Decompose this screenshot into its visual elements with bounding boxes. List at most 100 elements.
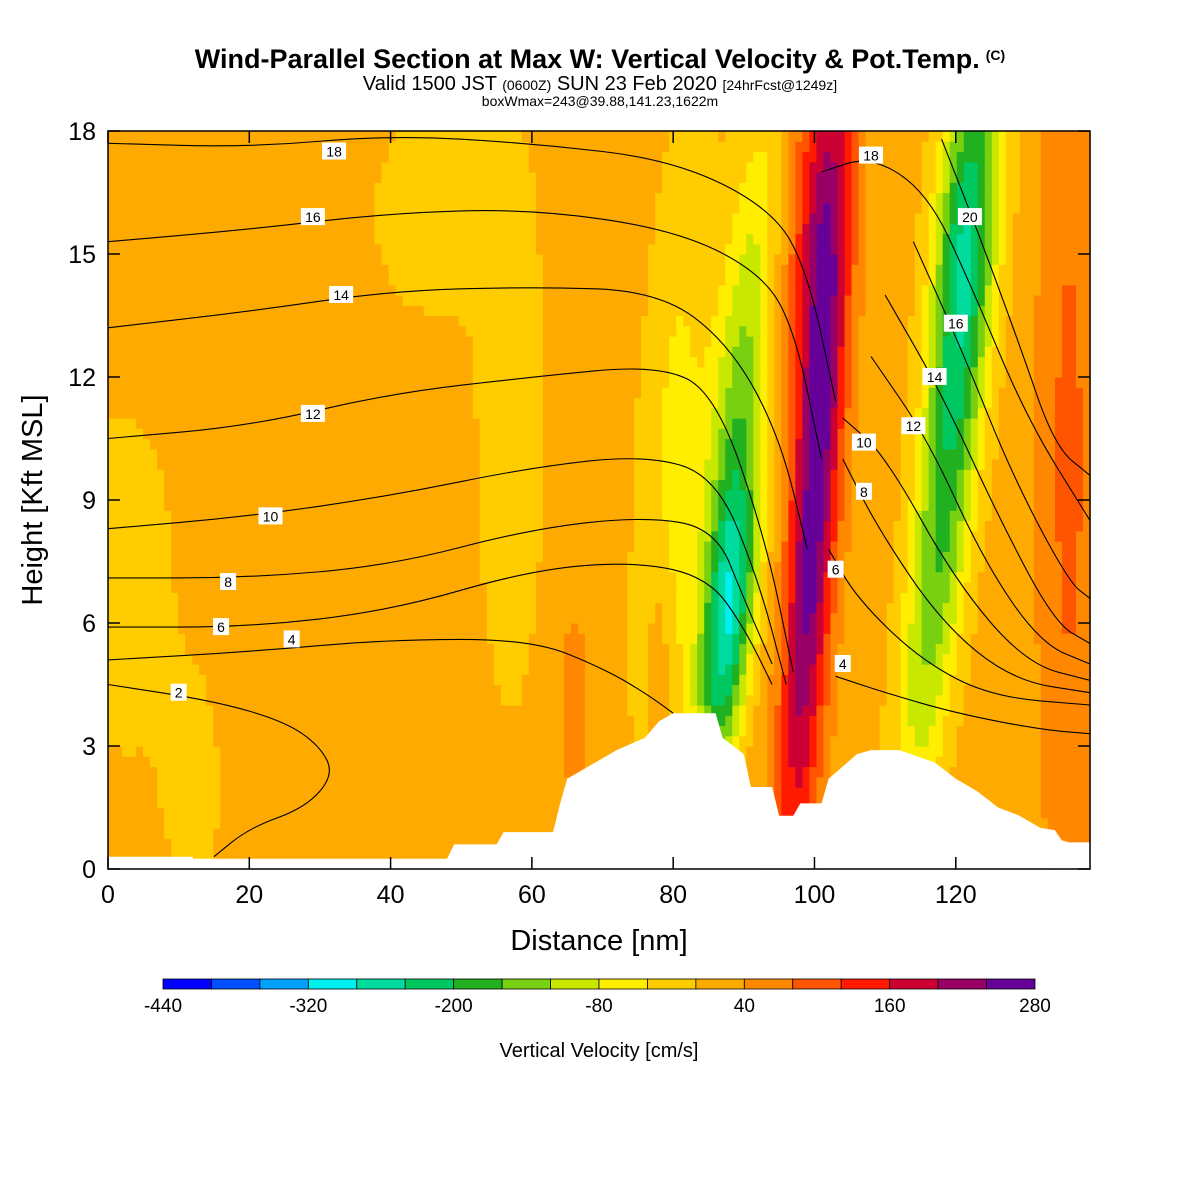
velocity-cell (192, 602, 200, 614)
velocity-cell (199, 715, 207, 727)
velocity-cell (325, 254, 334, 265)
velocity-cell (311, 541, 320, 552)
velocity-cell (192, 182, 200, 194)
velocity-cell (276, 397, 284, 409)
velocity-cell (570, 602, 579, 614)
velocity-cell (185, 141, 193, 153)
velocity-cell (423, 694, 432, 706)
velocity-cell (451, 274, 460, 286)
velocity-cell (381, 407, 390, 419)
velocity-cell (514, 664, 523, 675)
velocity-cell (423, 633, 432, 645)
velocity-cell (437, 325, 446, 337)
velocity-cell (395, 469, 404, 481)
velocity-cell (234, 787, 242, 798)
velocity-cell (500, 459, 509, 470)
velocity-cell (528, 643, 537, 655)
velocity-cell (556, 674, 565, 686)
velocity-cell (521, 653, 530, 665)
velocity-cell (262, 243, 270, 255)
velocity-cell (360, 428, 369, 440)
velocity-cell (262, 694, 270, 706)
velocity-cell (136, 161, 144, 173)
velocity-cell (241, 530, 249, 542)
velocity-cell (143, 428, 151, 440)
velocity-cell (129, 192, 137, 204)
velocity-cell (150, 131, 158, 142)
velocity-cell (458, 469, 467, 481)
velocity-cell (150, 264, 158, 276)
velocity-cell (570, 469, 579, 481)
velocity-cell (353, 715, 362, 727)
velocity-cell (388, 807, 397, 819)
velocity-cell (458, 264, 467, 276)
velocity-cell (143, 213, 151, 224)
velocity-cell (584, 500, 593, 511)
velocity-cell (395, 407, 404, 419)
velocity-cell (297, 223, 305, 235)
velocity-cell (346, 233, 355, 245)
velocity-cell (507, 479, 516, 491)
velocity-cell (199, 254, 207, 265)
velocity-cell (227, 223, 235, 235)
velocity-cell (367, 776, 376, 788)
velocity-cell (150, 305, 158, 317)
velocity-cell (108, 346, 116, 358)
velocity-cell (178, 172, 186, 183)
velocity-cell (521, 612, 530, 624)
velocity-cell (409, 746, 418, 757)
velocity-cell (192, 366, 200, 378)
velocity-cell (584, 735, 593, 747)
velocity-cell (381, 295, 390, 306)
velocity-cell (241, 469, 249, 481)
velocity-cell (220, 284, 228, 296)
velocity-cell (136, 397, 144, 409)
velocity-cell (171, 592, 179, 604)
velocity-cell (255, 541, 263, 552)
velocity-cell (171, 459, 179, 470)
velocity-cell (472, 705, 481, 716)
velocity-cell (129, 766, 137, 778)
velocity-cell (318, 684, 327, 696)
velocity-cell (451, 284, 460, 296)
velocity-cell (220, 705, 228, 716)
velocity-cell (542, 735, 551, 747)
velocity-cell (388, 387, 397, 399)
velocity-cell (262, 551, 270, 563)
velocity-cell (584, 653, 593, 665)
velocity-cell (479, 438, 488, 450)
velocity-cell (269, 459, 277, 470)
velocity-cell (213, 807, 221, 819)
velocity-cell (178, 674, 186, 686)
velocity-cell (115, 151, 123, 163)
velocity-cell (262, 776, 270, 788)
velocity-cell (304, 387, 313, 399)
velocity-cell (136, 551, 144, 563)
velocity-cell (346, 643, 355, 655)
velocity-cell (500, 582, 509, 593)
velocity-cell (563, 489, 572, 501)
velocity-cell (269, 756, 277, 768)
velocity-cell (577, 202, 586, 214)
velocity-cell (409, 838, 418, 850)
velocity-cell (500, 325, 509, 337)
velocity-cell (493, 387, 502, 399)
velocity-cell (311, 828, 320, 839)
velocity-cell (535, 633, 544, 645)
velocity-cell (402, 838, 411, 850)
velocity-cell (430, 664, 439, 675)
velocity-cell (437, 592, 446, 604)
velocity-cell (451, 602, 460, 614)
velocity-cell (129, 182, 137, 194)
velocity-cell (255, 766, 263, 778)
velocity-cell (472, 161, 481, 173)
velocity-cell (199, 213, 207, 224)
velocity-cell (346, 838, 355, 850)
velocity-cell (367, 520, 376, 532)
velocity-cell (318, 705, 327, 716)
velocity-cell (479, 561, 488, 573)
velocity-cell (129, 838, 137, 850)
velocity-cell (108, 387, 116, 399)
velocity-cell (220, 407, 228, 419)
velocity-cell (297, 284, 305, 296)
